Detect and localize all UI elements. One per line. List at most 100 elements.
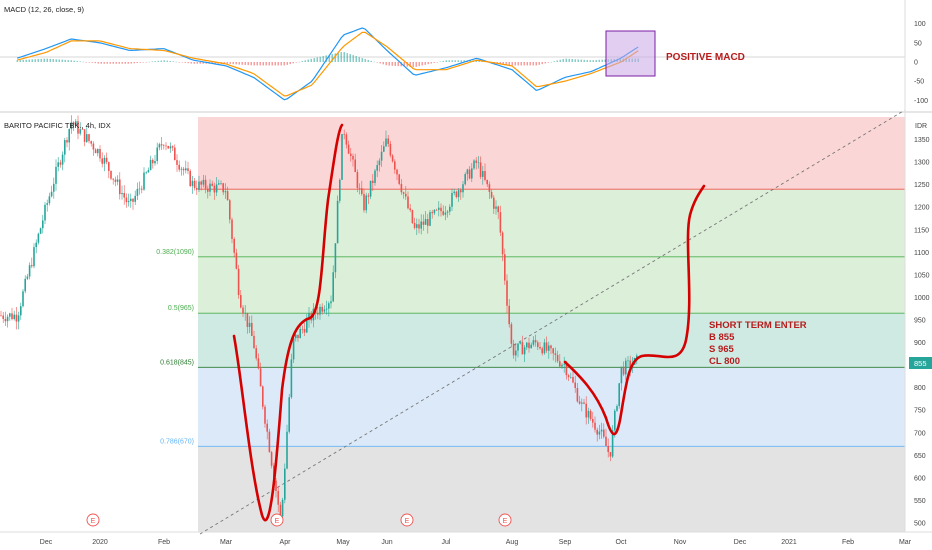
macd-histogram-bar — [226, 62, 228, 64]
macd-y-axis: 100 50 0 -50 -100 — [914, 21, 928, 105]
macd-histogram-bar — [274, 62, 276, 66]
candle-body — [330, 301, 332, 304]
macd-histogram-bar — [19, 60, 21, 62]
candle-body — [88, 134, 90, 142]
candle-body — [460, 190, 462, 193]
candle-body — [105, 157, 108, 163]
macd-histogram-bar — [172, 61, 174, 62]
candle-body — [369, 180, 372, 197]
candle-body — [61, 154, 64, 165]
candle-body — [279, 504, 282, 517]
candle-body — [345, 134, 348, 145]
macd-histogram-bar — [598, 59, 600, 62]
candle-body — [594, 422, 596, 430]
macd-histogram-bar — [355, 56, 357, 62]
macd-histogram-bar — [364, 59, 366, 62]
macd-histogram-bar — [277, 62, 279, 66]
candle-body — [198, 181, 200, 190]
macd-histogram-bar — [49, 58, 51, 62]
macd-histogram-bar — [502, 62, 504, 65]
time-axis-tick-label: Aug — [506, 539, 519, 546]
macd-histogram-bar — [190, 62, 192, 64]
macd-histogram-bar — [115, 62, 117, 64]
macd-histogram-bar — [280, 62, 282, 66]
fibonacci-level-label: 0.382(1090) — [156, 249, 194, 256]
candle-body — [418, 224, 420, 229]
macd-histogram-bar — [244, 62, 246, 65]
price-y-axis: 1350 1300 1250 1200 1150 1100 1050 1000 950 900 85… — [914, 137, 930, 527]
candle-body — [497, 206, 499, 213]
candle-body — [37, 233, 40, 243]
candle-body — [251, 322, 253, 336]
candle-body — [510, 324, 513, 344]
macd-histogram-bar — [289, 62, 291, 65]
time-axis-tick-label: 2021 — [781, 539, 797, 546]
time-axis-tick-label: Oct — [616, 539, 627, 546]
candle-body — [0, 315, 2, 317]
macd-histogram-bar — [475, 60, 477, 62]
candle-body — [455, 191, 458, 198]
candle-body — [581, 402, 583, 404]
candle-body — [618, 383, 620, 407]
macd-histogram-bar — [571, 59, 573, 62]
candle-body — [229, 200, 231, 220]
macd-histogram-bar — [601, 59, 603, 62]
candle-body — [86, 134, 88, 142]
candle-body — [233, 238, 235, 253]
macd-histogram-bar — [151, 61, 153, 62]
macd-histogram-bar — [139, 62, 141, 63]
macd-histogram-bar — [544, 62, 546, 64]
candle-body — [158, 144, 161, 148]
macd-histogram-bar — [427, 62, 429, 65]
macd-histogram-bar — [250, 62, 252, 66]
candle-body — [471, 168, 473, 179]
price-y-tick-label: 600 — [914, 475, 926, 482]
macd-histogram-bar — [121, 62, 123, 64]
candle-body — [420, 221, 422, 229]
candle-body — [422, 221, 425, 225]
candle-body — [391, 155, 394, 162]
macd-histogram-bar — [460, 60, 462, 62]
candle-body — [185, 168, 187, 171]
macd-histogram-bar — [343, 52, 345, 62]
candle-body — [506, 280, 508, 306]
macd-histogram-bar — [448, 60, 450, 62]
price-y-tick-label: 1000 — [914, 295, 930, 302]
candle-body — [512, 343, 515, 356]
candle-body — [530, 344, 532, 349]
candle-body — [356, 172, 359, 188]
candle-body — [31, 265, 33, 267]
macd-histogram-bar — [562, 58, 564, 62]
candle-body — [614, 410, 616, 431]
candle-body — [539, 346, 541, 349]
candle-body — [70, 122, 73, 130]
candle-body — [389, 143, 392, 156]
trend-line — [199, 109, 906, 535]
candle-body — [9, 313, 11, 317]
candle-body — [636, 355, 638, 358]
macd-histogram-bar — [535, 62, 537, 66]
time-axis-tick-label: Mar — [899, 539, 912, 546]
candle-body — [532, 340, 535, 345]
candle-body — [526, 342, 528, 348]
candle-body — [292, 338, 295, 360]
candle-body — [543, 342, 546, 354]
candle-body — [598, 431, 601, 435]
macd-histogram-bar — [319, 56, 321, 62]
candle-body — [297, 334, 299, 339]
macd-histogram-bar — [184, 62, 186, 63]
candle-body — [400, 183, 403, 193]
candle-body — [482, 171, 484, 177]
macd-histogram-bar — [337, 52, 339, 62]
candle-body — [477, 162, 480, 164]
candle-body — [466, 169, 469, 175]
macd-y-tick-label: 100 — [914, 21, 926, 28]
macd-histogram-bar — [61, 59, 63, 62]
macd-histogram-bar — [589, 60, 591, 62]
fibonacci-band — [198, 446, 905, 532]
candle-body — [193, 180, 196, 188]
macd-histogram-bar — [409, 62, 411, 67]
price-y-tick-label: 1150 — [914, 227, 929, 234]
macd-histogram-bar — [235, 62, 237, 65]
candle-body — [402, 192, 405, 194]
